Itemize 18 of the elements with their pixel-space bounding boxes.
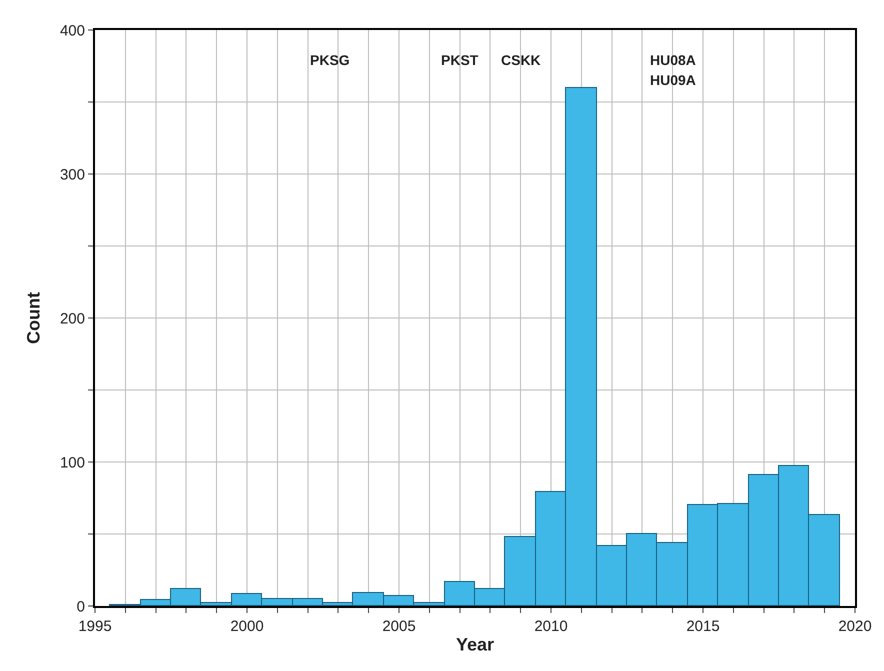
x-tick-label: 2015 [686,618,720,635]
x-tick-label: 2010 [534,618,568,635]
annotation: PKST [441,52,479,68]
x-axis-title: Year [456,634,494,655]
y-tick-label: 300 [60,166,85,184]
annotation: PKSG [310,52,350,68]
x-tick-label: 2000 [230,618,264,635]
y-tick-label: 200 [60,310,85,328]
y-tick-label: 400 [60,22,85,40]
x-tick-label: 2020 [838,618,872,635]
annotation: CSKK [501,52,541,68]
y-axis-title: Count [24,292,44,344]
x-tick-label: 2005 [382,618,416,635]
x-tick-label: 1995 [78,618,112,635]
annotation: HU09A [650,72,696,88]
annotation: HU08A [650,52,696,68]
y-tick-label: 0 [76,598,85,616]
y-tick-label: 100 [60,454,85,472]
